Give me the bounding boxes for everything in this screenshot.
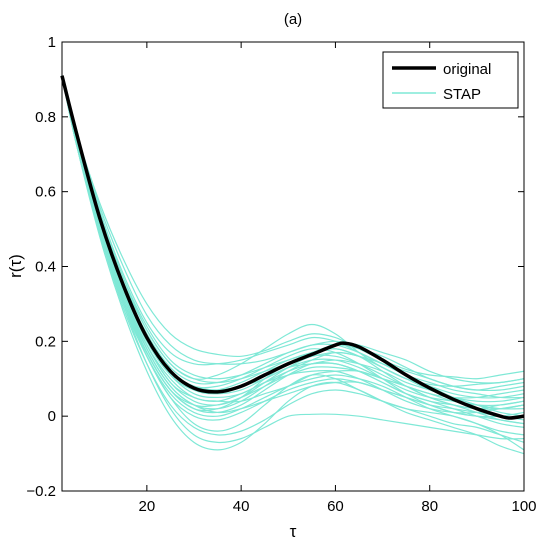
y-axis-ticks: −0.2 0 0.2 0.4 0.6 0.8 1	[26, 34, 524, 500]
legend-box	[382, 51, 519, 109]
y-tick-label: 0.2	[35, 333, 56, 350]
stap-line-26	[61, 75, 525, 414]
y-tick-label: 0.4	[35, 259, 56, 276]
chart-title: (a)	[284, 11, 302, 28]
x-tick-label: 80	[421, 498, 438, 515]
y-tick-label: 0	[48, 408, 56, 425]
y-tick-label: −0.2	[26, 483, 56, 500]
stap-line-22	[61, 75, 525, 443]
stap-line-24	[61, 75, 525, 410]
original-series	[60, 75, 525, 420]
y-tick-label: 0.6	[35, 184, 56, 201]
x-axis-ticks: 20 40 60 80 100	[139, 42, 537, 515]
x-tick-label: 40	[233, 498, 250, 515]
stap-line-23	[61, 75, 525, 384]
legend-label-stap: STAP	[443, 86, 481, 103]
legend-label-original: original	[443, 61, 491, 78]
plot-area: 20 40 60 80 100 −0.2 0 0.2 0.4 0.6 0.8 1	[26, 34, 536, 515]
legend: original STAP	[382, 51, 519, 109]
y-axis-title: r(τ)	[6, 254, 25, 278]
stap-line-4	[61, 75, 525, 455]
y-tick-label: 1	[48, 34, 56, 51]
stap-line-16	[61, 75, 525, 391]
x-tick-label: 100	[511, 498, 536, 515]
original-line	[60, 75, 525, 420]
x-axis-title: τ	[290, 522, 297, 541]
y-tick-label: 0.8	[35, 109, 56, 126]
x-tick-label: 60	[327, 498, 344, 515]
x-tick-label: 20	[139, 498, 156, 515]
